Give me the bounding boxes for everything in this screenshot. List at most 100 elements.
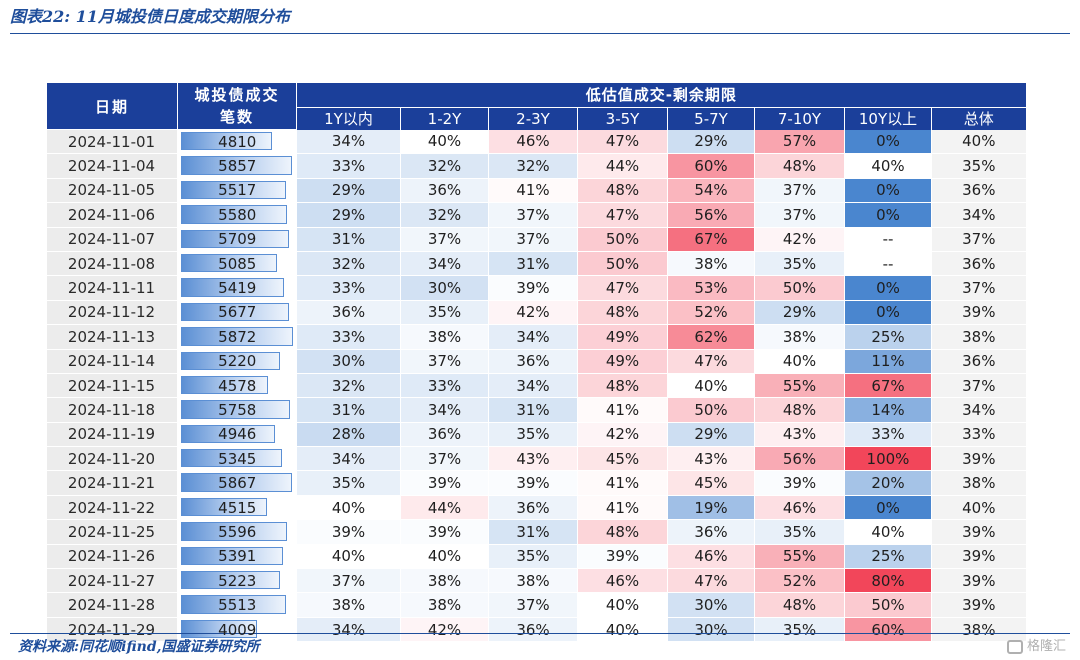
- pct-cell: 33%: [930, 422, 1026, 448]
- pct-cell: 34%: [930, 202, 1026, 228]
- table-row: 2024-11-08 5085 32% 34% 31% 50% 38% 35% -- 36%: [46, 251, 1026, 277]
- pct-cell: 38%: [754, 324, 845, 350]
- pct-cell: 37%: [754, 202, 845, 228]
- trade-count-cell: 5677: [176, 300, 297, 326]
- pct-cell: 36%: [296, 300, 401, 326]
- pct-cell: 42%: [488, 300, 578, 326]
- trade-count-value: 4578: [218, 376, 257, 395]
- date-cell: 2024-11-18: [46, 397, 178, 423]
- pct-cell: 53%: [667, 275, 755, 301]
- pct-cell: 50%: [577, 251, 668, 277]
- pct-cell: 35%: [754, 617, 845, 643]
- table-row: 2024-11-12 5677 36% 35% 42% 48% 52% 29% 0% 39%: [46, 300, 1026, 326]
- pct-cell: 37%: [930, 373, 1026, 399]
- watermark-logo-icon: [1006, 640, 1023, 654]
- trade-count-value: 5867: [218, 474, 257, 493]
- pct-cell: 36%: [667, 519, 755, 545]
- trade-count-cell: 4578: [176, 373, 297, 399]
- pct-cell: 38%: [930, 324, 1026, 350]
- pct-cell: 38%: [296, 592, 401, 618]
- pct-cell: 50%: [844, 592, 932, 618]
- date-cell: 2024-11-28: [46, 592, 178, 618]
- table-row: 2024-11-19 4946 28% 36% 35% 42% 29% 43% 33% 33%: [46, 422, 1026, 448]
- trade-count-cell: 5857: [176, 153, 297, 179]
- figure-title: 图表22: 11月城投债日度成交期限分布: [10, 7, 291, 26]
- trade-count-bar: [180, 424, 275, 444]
- pct-cell: 40%: [930, 129, 1026, 155]
- pct-cell: 29%: [296, 178, 401, 204]
- table-row: 2024-11-04 5857 33% 32% 32% 44% 60% 48% 40% 35%: [46, 153, 1026, 179]
- trade-count-cell: 5419: [176, 275, 297, 301]
- pct-cell: 42%: [577, 422, 668, 448]
- date-cell: 2024-11-12: [46, 300, 178, 326]
- pct-cell: 40%: [296, 495, 401, 521]
- pct-cell: 38%: [400, 568, 489, 594]
- source-note: 资料来源:同花顺ifind,国盛证券研究所: [18, 639, 260, 655]
- trade-count-value: 5391: [218, 547, 257, 566]
- trade-count-bar: [180, 327, 293, 346]
- header-bucket: 7-10Y: [754, 107, 845, 130]
- pct-cell: 52%: [667, 300, 755, 326]
- date-cell: 2024-11-06: [46, 202, 178, 228]
- date-cell: 2024-11-21: [46, 470, 178, 496]
- header-bucket: 总体: [930, 107, 1026, 130]
- trade-count-bar: [180, 546, 284, 566]
- header-bucket: 3-5Y: [577, 107, 668, 130]
- pct-cell: --: [844, 227, 932, 252]
- trade-count-bar: [180, 595, 286, 614]
- pct-cell: 37%: [754, 178, 845, 204]
- pct-cell: 40%: [844, 153, 932, 179]
- trade-count-cell: 5758: [176, 397, 297, 423]
- pct-cell: 50%: [577, 227, 668, 252]
- pct-cell: 32%: [400, 202, 489, 228]
- pct-cell: 39%: [400, 470, 489, 496]
- date-cell: 2024-11-20: [46, 446, 178, 472]
- trade-count-value: 5857: [218, 157, 257, 176]
- pct-cell: 36%: [400, 422, 489, 448]
- trade-count-cell: 5596: [176, 519, 297, 545]
- pct-cell: 31%: [488, 519, 578, 545]
- trade-count-cell: 5223: [176, 568, 297, 594]
- pct-cell: 35%: [930, 153, 1026, 179]
- date-cell: 2024-11-26: [46, 544, 178, 570]
- header-trade-count: 城投债成交 笔数: [177, 82, 297, 130]
- pct-cell: 33%: [296, 153, 401, 179]
- trade-count-value: 4515: [218, 498, 257, 517]
- trade-count-cell: 5345: [176, 446, 297, 472]
- pct-cell: 19%: [667, 495, 755, 521]
- table-row: 2024-11-26 5391 40% 40% 35% 39% 46% 55% 25% 39%: [46, 544, 1026, 570]
- pct-cell: 46%: [667, 544, 755, 570]
- header-bucket: 5-7Y: [667, 107, 755, 130]
- table-row: 2024-11-22 4515 40% 44% 36% 41% 19% 46% 0% 40%: [46, 495, 1026, 521]
- pct-cell: 43%: [754, 422, 845, 448]
- table-row: 2024-11-15 4578 32% 33% 34% 48% 40% 55% 67% 37%: [46, 373, 1026, 399]
- table-row: 2024-11-06 5580 29% 32% 37% 47% 56% 37% 0% 34%: [46, 202, 1026, 228]
- pct-cell: 36%: [930, 178, 1026, 204]
- header-date: 日期: [46, 82, 178, 130]
- pct-cell: 36%: [930, 349, 1026, 374]
- pct-cell: 32%: [296, 251, 401, 277]
- trade-count-bar: [180, 571, 281, 590]
- table-row: 2024-11-27 5223 37% 38% 38% 46% 47% 52% 80% 39%: [46, 568, 1026, 594]
- pct-cell: 48%: [577, 300, 668, 326]
- pct-cell: 56%: [667, 202, 755, 228]
- header-bucket: 1-2Y: [400, 107, 489, 130]
- pct-cell: 37%: [488, 202, 578, 228]
- trade-count-bar: [180, 522, 288, 541]
- pct-cell: 30%: [667, 592, 755, 618]
- trade-count-bar: [180, 132, 273, 151]
- pct-cell: 0%: [844, 300, 932, 326]
- trade-count-value: 5223: [218, 571, 257, 590]
- trade-count-value: 5580: [218, 205, 257, 224]
- trade-count-cell: 4946: [176, 422, 297, 448]
- pct-cell: 36%: [488, 349, 578, 374]
- pct-cell: 39%: [577, 544, 668, 570]
- trade-count-cell: 4810: [176, 129, 297, 155]
- table-row: 2024-11-05 5517 29% 36% 41% 48% 54% 37% 0% 36%: [46, 178, 1026, 204]
- pct-cell: 29%: [296, 202, 401, 228]
- trade-count-value: 4810: [218, 132, 257, 151]
- pct-cell: 56%: [754, 446, 845, 472]
- pct-cell: 0%: [844, 129, 932, 155]
- pct-cell: 54%: [667, 178, 755, 204]
- pct-cell: 37%: [400, 349, 489, 374]
